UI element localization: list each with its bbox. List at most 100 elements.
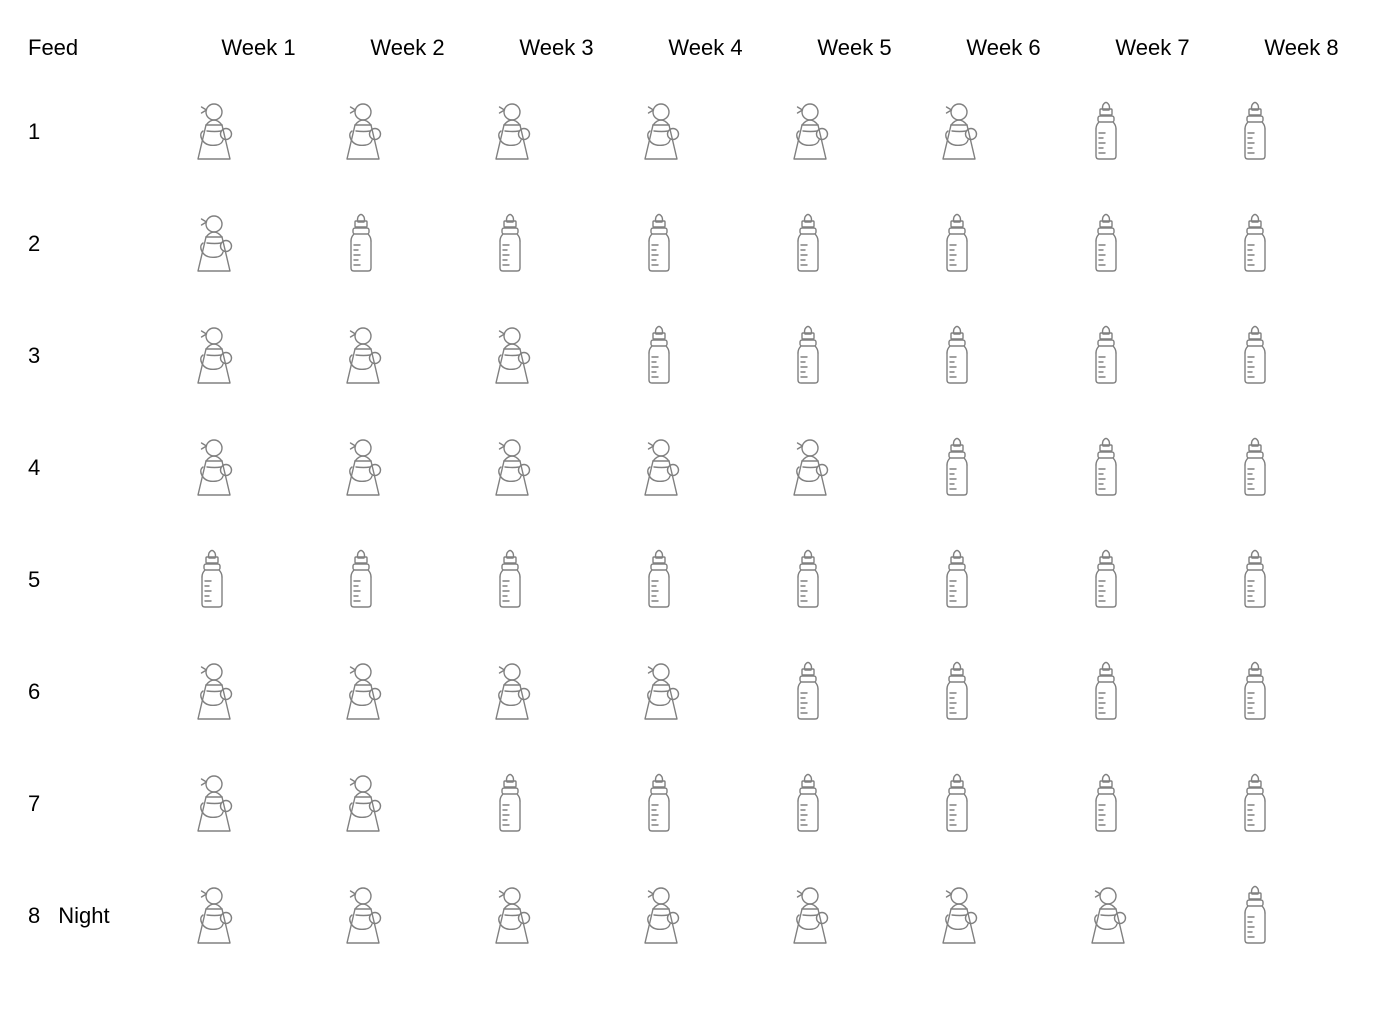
row-label: 6	[24, 636, 184, 748]
breastfeeding-icon	[482, 884, 538, 948]
schedule-cell	[1078, 188, 1227, 300]
schedule-cell	[1227, 76, 1376, 188]
bottle-icon	[631, 548, 687, 612]
bottle-icon	[1078, 212, 1134, 276]
col-header: Week 6	[929, 20, 1078, 76]
bottle-icon	[780, 660, 836, 724]
breastfeeding-icon	[631, 884, 687, 948]
bottle-icon	[1078, 772, 1134, 836]
schedule-cell	[184, 860, 333, 972]
breastfeeding-icon	[631, 100, 687, 164]
bottle-icon	[482, 772, 538, 836]
schedule-cell	[929, 860, 1078, 972]
schedule-cell	[333, 748, 482, 860]
schedule-cell	[333, 76, 482, 188]
bottle-icon	[1078, 548, 1134, 612]
breastfeeding-icon	[184, 660, 240, 724]
col-header: Week 5	[780, 20, 929, 76]
breastfeeding-icon	[184, 324, 240, 388]
schedule-cell	[482, 860, 631, 972]
schedule-grid: Feed Week 1 Week 2 Week 3 Week 4 Week 5 …	[24, 20, 1376, 972]
schedule-cell	[184, 188, 333, 300]
feed-number: 5	[28, 567, 40, 592]
breastfeeding-icon	[780, 100, 836, 164]
schedule-cell	[333, 636, 482, 748]
bottle-icon	[1227, 884, 1283, 948]
schedule-cell	[1078, 748, 1227, 860]
schedule-cell	[184, 76, 333, 188]
row-label: 7	[24, 748, 184, 860]
bottle-icon	[333, 212, 389, 276]
schedule-cell	[631, 76, 780, 188]
feed-number: 2	[28, 231, 40, 256]
schedule-cell	[482, 76, 631, 188]
row-label: 3	[24, 300, 184, 412]
breastfeeding-icon	[929, 884, 985, 948]
bottle-icon	[929, 660, 985, 724]
feed-number: 4	[28, 455, 40, 480]
col-header: Week 7	[1078, 20, 1227, 76]
breastfeeding-icon	[482, 660, 538, 724]
breastfeeding-icon	[184, 212, 240, 276]
bottle-icon	[1078, 324, 1134, 388]
col-header: Week 1	[184, 20, 333, 76]
breastfeeding-icon	[929, 100, 985, 164]
bottle-icon	[780, 548, 836, 612]
schedule-cell	[929, 300, 1078, 412]
bottle-icon	[482, 212, 538, 276]
schedule-cell	[631, 636, 780, 748]
feed-number: 8	[28, 903, 40, 928]
schedule-cell	[1227, 300, 1376, 412]
schedule-cell	[780, 636, 929, 748]
schedule-cell	[333, 412, 482, 524]
row-label: 8 Night	[24, 860, 184, 972]
schedule-cell	[1227, 860, 1376, 972]
schedule-cell	[482, 300, 631, 412]
feed-number: 1	[28, 119, 40, 144]
schedule-cell	[482, 748, 631, 860]
schedule-cell	[184, 412, 333, 524]
breastfeeding-icon	[184, 772, 240, 836]
schedule-cell	[780, 188, 929, 300]
schedule-cell	[631, 412, 780, 524]
bottle-icon	[631, 772, 687, 836]
breastfeeding-icon	[482, 324, 538, 388]
table-row: 4	[24, 412, 1376, 524]
bottle-icon	[1227, 324, 1283, 388]
bottle-icon	[333, 548, 389, 612]
bottle-icon	[780, 324, 836, 388]
breastfeeding-icon	[780, 884, 836, 948]
breastfeeding-icon	[333, 660, 389, 724]
bottle-icon	[631, 212, 687, 276]
feeding-schedule-table: Feed Week 1 Week 2 Week 3 Week 4 Week 5 …	[0, 0, 1400, 1012]
schedule-cell	[482, 636, 631, 748]
bottle-icon	[929, 212, 985, 276]
breastfeeding-icon	[631, 660, 687, 724]
schedule-cell	[780, 412, 929, 524]
row-header-label: Feed	[24, 20, 184, 76]
schedule-cell	[184, 300, 333, 412]
schedule-cell	[333, 860, 482, 972]
breastfeeding-icon	[1078, 884, 1134, 948]
schedule-cell	[780, 748, 929, 860]
header-row: Feed Week 1 Week 2 Week 3 Week 4 Week 5 …	[24, 20, 1376, 76]
breastfeeding-icon	[482, 436, 538, 500]
schedule-cell	[1227, 188, 1376, 300]
schedule-cell	[1227, 412, 1376, 524]
bottle-icon	[929, 548, 985, 612]
schedule-cell	[929, 748, 1078, 860]
schedule-cell	[333, 300, 482, 412]
row-label: 4	[24, 412, 184, 524]
feed-sublabel: Night	[58, 903, 109, 929]
bottle-icon	[1227, 436, 1283, 500]
schedule-cell	[929, 636, 1078, 748]
feed-number: 3	[28, 343, 40, 368]
schedule-cell	[929, 412, 1078, 524]
bottle-icon	[929, 436, 985, 500]
breastfeeding-icon	[333, 324, 389, 388]
schedule-cell	[1078, 76, 1227, 188]
breastfeeding-icon	[780, 436, 836, 500]
schedule-cell	[482, 412, 631, 524]
bottle-icon	[482, 548, 538, 612]
schedule-cell	[780, 300, 929, 412]
